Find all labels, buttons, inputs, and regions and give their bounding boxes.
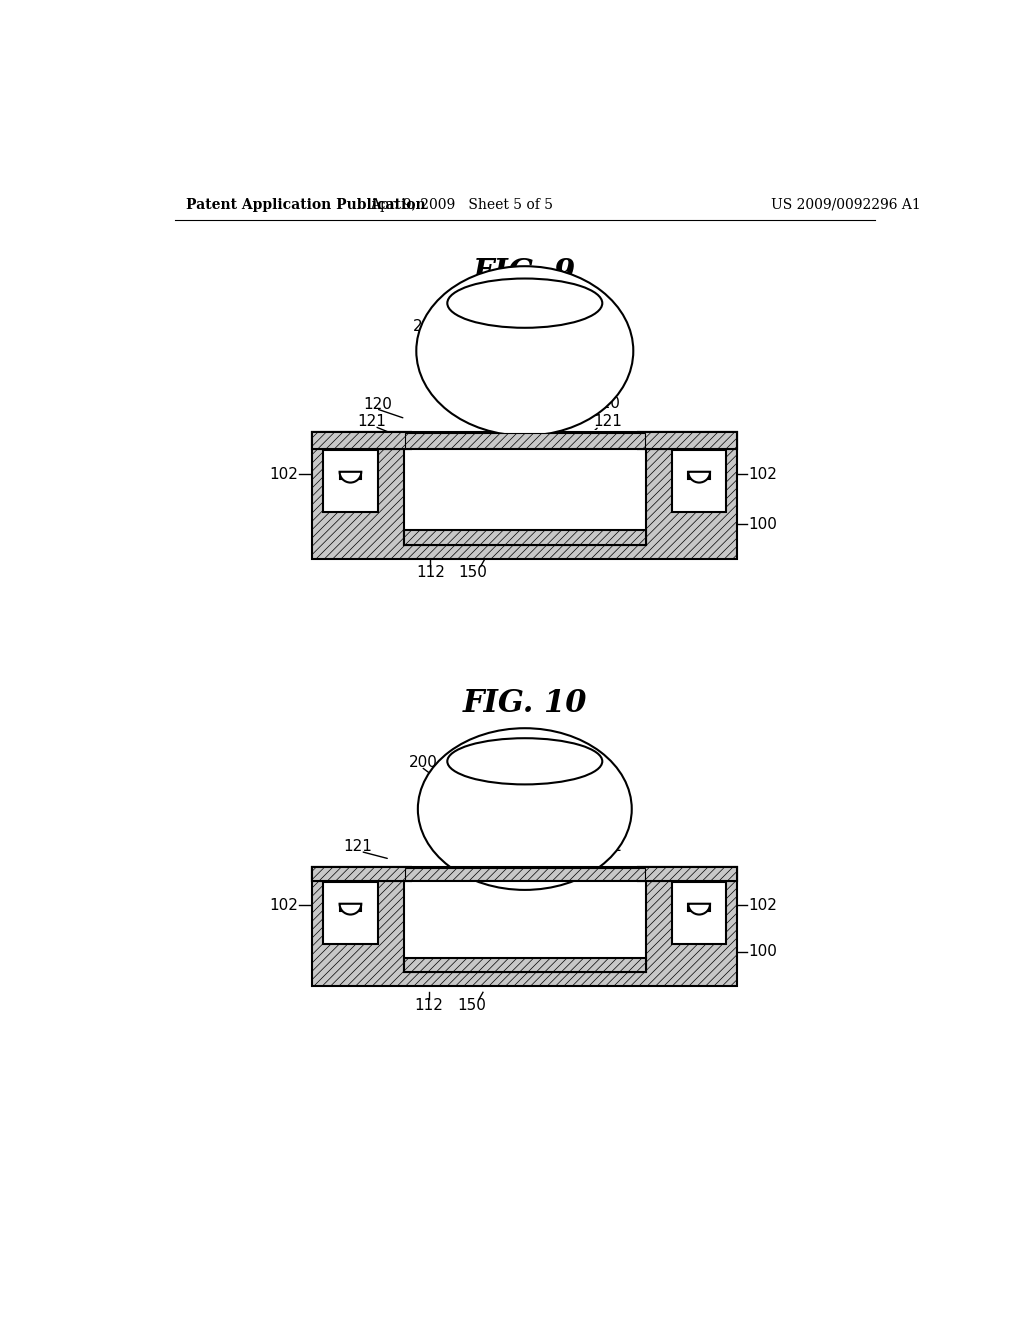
- Text: 100: 100: [748, 944, 777, 960]
- Text: FIG. 10: FIG. 10: [463, 688, 587, 719]
- Bar: [312, 867, 737, 986]
- Bar: [340, 904, 361, 911]
- Bar: [312, 432, 737, 449]
- Text: 121: 121: [343, 838, 373, 854]
- Wedge shape: [688, 904, 710, 915]
- Text: 121: 121: [357, 414, 386, 429]
- Text: 110: 110: [592, 821, 621, 836]
- Bar: [403, 449, 646, 545]
- Bar: [312, 867, 737, 880]
- Text: 102: 102: [269, 898, 299, 913]
- Text: 112: 112: [415, 998, 443, 1012]
- Bar: [672, 450, 726, 512]
- Text: Patent Application Publication: Patent Application Publication: [186, 198, 426, 211]
- Ellipse shape: [418, 729, 632, 890]
- Ellipse shape: [447, 738, 602, 784]
- Bar: [324, 450, 378, 512]
- Text: 121: 121: [593, 838, 622, 854]
- Bar: [404, 433, 645, 447]
- Bar: [404, 433, 645, 447]
- Text: 110: 110: [592, 396, 621, 411]
- Text: 100: 100: [748, 516, 777, 532]
- Text: 102: 102: [748, 898, 777, 913]
- Bar: [312, 867, 737, 880]
- Bar: [403, 529, 646, 545]
- Text: 150: 150: [459, 565, 487, 581]
- Bar: [404, 867, 645, 880]
- Bar: [404, 867, 645, 880]
- Text: 200: 200: [410, 755, 438, 771]
- Wedge shape: [340, 471, 361, 483]
- Text: FIG. 9: FIG. 9: [473, 257, 577, 288]
- Bar: [688, 471, 710, 479]
- Text: 102: 102: [269, 466, 299, 482]
- Text: 120: 120: [362, 397, 392, 412]
- Bar: [403, 880, 646, 973]
- Bar: [413, 865, 637, 887]
- Text: 102: 102: [748, 466, 777, 482]
- Text: Apr. 9, 2009   Sheet 5 of 5: Apr. 9, 2009 Sheet 5 of 5: [370, 198, 553, 211]
- Text: 121: 121: [593, 414, 622, 429]
- Text: 112: 112: [416, 565, 444, 581]
- Wedge shape: [688, 471, 710, 483]
- Bar: [340, 471, 361, 479]
- Bar: [324, 882, 378, 944]
- Text: 150: 150: [457, 998, 485, 1012]
- Bar: [312, 432, 737, 449]
- Bar: [688, 904, 710, 911]
- Bar: [312, 432, 737, 558]
- Bar: [403, 958, 646, 973]
- Ellipse shape: [447, 279, 602, 327]
- Wedge shape: [340, 904, 361, 915]
- Ellipse shape: [417, 267, 633, 436]
- Text: 200: 200: [414, 318, 442, 334]
- Bar: [672, 882, 726, 944]
- Bar: [413, 430, 637, 455]
- Text: US 2009/0092296 A1: US 2009/0092296 A1: [771, 198, 921, 211]
